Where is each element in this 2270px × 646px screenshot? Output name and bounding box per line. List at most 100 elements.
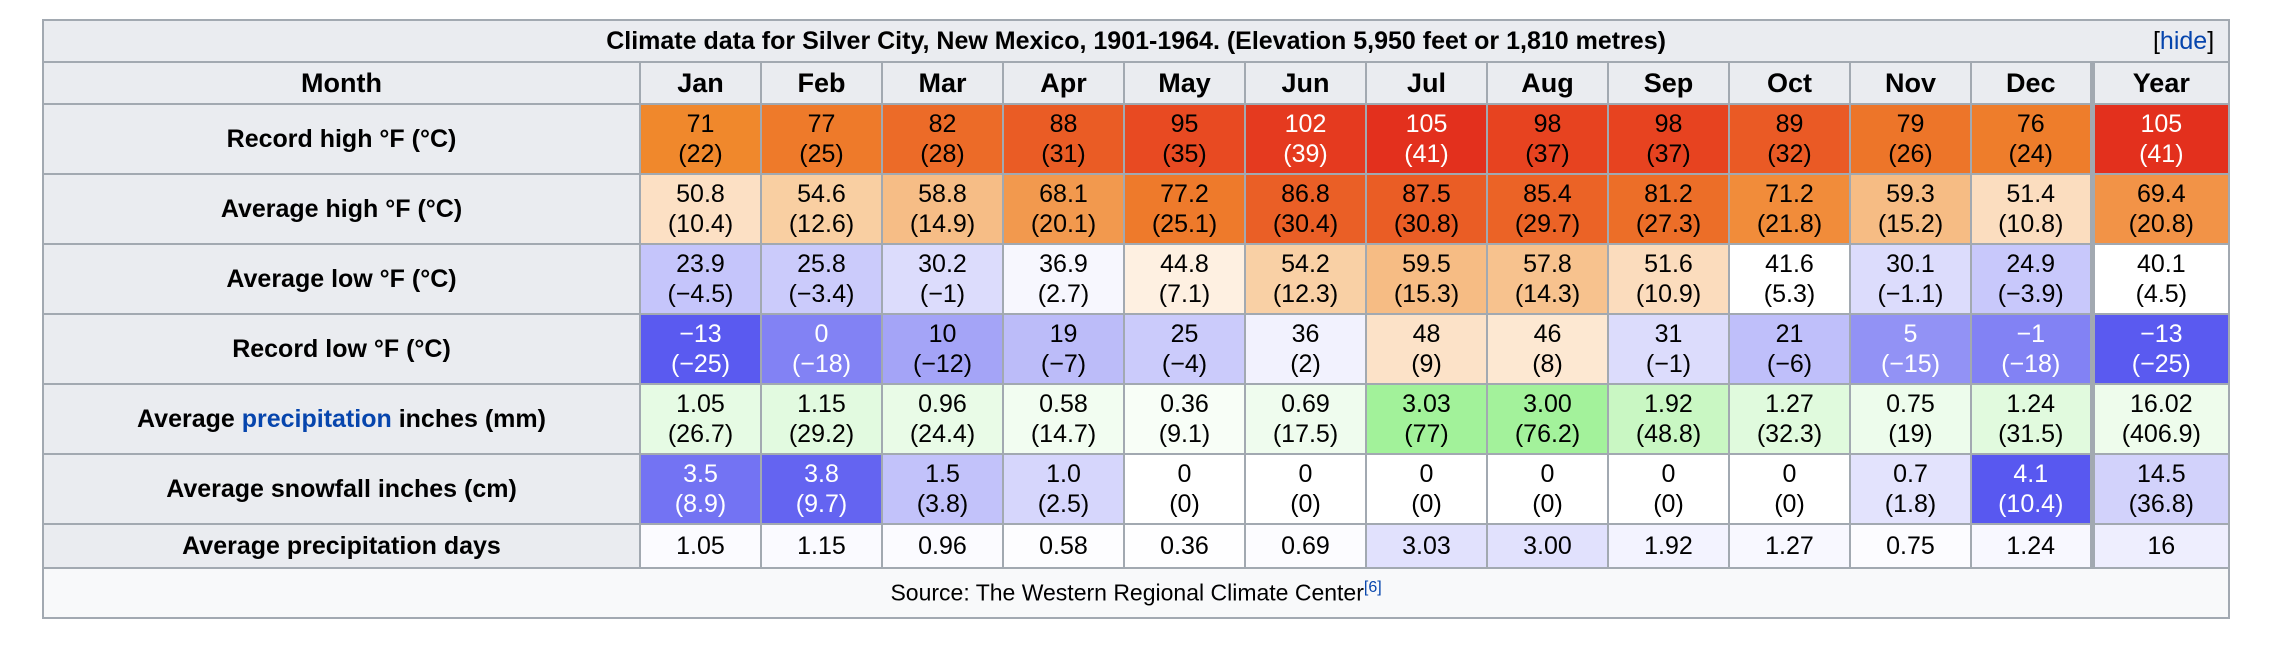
value-metric: (10.4) xyxy=(667,210,734,238)
value-metric: (20.8) xyxy=(2128,210,2194,238)
value-fahrenheit: 0.36 xyxy=(1160,390,1209,418)
table-row: Record high °F (°C) 71 (22) 77 (25) 82 (28) 88(… xyxy=(42,103,2231,175)
value-metric: (14.9) xyxy=(909,210,976,238)
value-metric: (0) xyxy=(1411,490,1442,518)
value-fahrenheit: 89 xyxy=(1775,110,1804,138)
data-cell: 0.7 (1.8) xyxy=(1849,453,1972,525)
value-fahrenheit: 0 xyxy=(1298,460,1313,488)
reference-link[interactable]: [6] xyxy=(1363,579,1382,597)
value-fahrenheit: 0.69 xyxy=(1281,390,1330,418)
value-fahrenheit: 77 xyxy=(807,110,836,138)
data-cell: 0 (0) xyxy=(1365,453,1488,525)
value-fahrenheit: −13 xyxy=(2140,320,2183,348)
hide-link[interactable]: hide xyxy=(2159,27,2208,55)
data-cell: 0.96 xyxy=(881,523,1004,569)
value-fahrenheit: 95 xyxy=(1170,110,1199,138)
data-cell: −13 (−25) xyxy=(639,313,762,385)
value-fahrenheit: 68.1 xyxy=(1039,180,1088,208)
data-cell: 88 (31) xyxy=(1002,103,1125,175)
value-metric: (19) xyxy=(1888,420,1933,448)
table-row: Average precipitation days 1.05 1.15 0.96 0.… xyxy=(42,523,2231,569)
source-text: Source: The Western Regional Climate Cen… xyxy=(890,579,1364,606)
row-header: Record high °F (°C) xyxy=(42,103,641,175)
data-cell: 86.8 (30.4) xyxy=(1244,173,1367,245)
row-header: Average precipitation days xyxy=(42,523,641,569)
data-cell: 16 xyxy=(2089,523,2231,569)
data-cell: 1.92 (48.8) xyxy=(1607,383,1730,455)
value-fahrenheit: 0.7 xyxy=(1893,460,1928,488)
data-cell: 59.3 (15.2) xyxy=(1849,173,1972,245)
data-cell: 0 (0) xyxy=(1607,453,1730,525)
data-cell: 1.05 (26.7) xyxy=(639,383,762,455)
value-metric: (22) xyxy=(678,140,723,168)
data-cell: 102 (39) xyxy=(1244,103,1367,175)
data-cell: 41.6 (5.3) xyxy=(1728,243,1851,315)
value-metric: (41) xyxy=(1404,140,1449,168)
data-cell: 76 (24) xyxy=(1970,103,2093,175)
data-cell: 3.8 (9.7) xyxy=(760,453,883,525)
value-metric: (−15) xyxy=(1880,350,1941,378)
value-metric: (0) xyxy=(1774,490,1805,518)
value-metric: (−25) xyxy=(2131,350,2191,378)
value-fahrenheit: 86.8 xyxy=(1281,180,1330,208)
data-cell: 46 (8) xyxy=(1486,313,1609,385)
value-metric: (30.8) xyxy=(1393,210,1460,238)
value-metric: (9.1) xyxy=(1158,420,1211,448)
value-fahrenheit: 1.0 xyxy=(1046,460,1081,488)
value-fahrenheit: 41.6 xyxy=(1765,250,1814,278)
value-metric: (−18) xyxy=(2001,350,2061,378)
value-metric: (25) xyxy=(799,140,844,168)
value-fahrenheit: 16.02 xyxy=(2130,390,2193,418)
precipitation-link[interactable]: precipitation xyxy=(241,404,392,433)
data-cell: 0.36 xyxy=(1123,523,1246,569)
value-metric: (26.7) xyxy=(667,420,734,448)
value-metric: (0) xyxy=(1653,490,1684,518)
data-cell: 5 (−15) xyxy=(1849,313,1972,385)
value-metric: (8.9) xyxy=(674,490,727,518)
col-header-5: May xyxy=(1123,61,1246,105)
data-cell: 1.24 (31.5) xyxy=(1970,383,2093,455)
hide-toggle[interactable]: [hide] xyxy=(2153,27,2214,56)
value-metric: (4.5) xyxy=(2135,280,2188,308)
data-cell: 98 (37) xyxy=(1607,103,1730,175)
data-cell: 69.4 (20.8) xyxy=(2089,173,2231,245)
data-cell: 87.5 (30.8) xyxy=(1365,173,1488,245)
data-cell: 3.5 (8.9) xyxy=(639,453,762,525)
value-fahrenheit: 85.4 xyxy=(1523,180,1572,208)
value-fahrenheit: 0.75 xyxy=(1886,390,1935,418)
value-fahrenheit: −13 xyxy=(679,320,722,348)
header-row: Month Jan Feb Mar Apr May Jun Jul Aug Sep Oct Nov De… xyxy=(42,61,2231,105)
climate-table: Climate data for Silver City, New Mexico… xyxy=(41,19,2231,619)
data-cell: 0.58 xyxy=(1002,523,1125,569)
value-fahrenheit: 10 xyxy=(928,320,957,348)
data-cell: 3.03 xyxy=(1365,523,1488,569)
data-cell: 14.5 (36.8) xyxy=(2089,453,2231,525)
value-metric: (24) xyxy=(2008,140,2053,168)
value-fahrenheit: 25 xyxy=(1170,320,1199,348)
value-metric: (5.3) xyxy=(1763,280,1816,308)
value-fahrenheit: 0 xyxy=(1177,460,1192,488)
value-metric: (25.1) xyxy=(1151,210,1218,238)
value-fahrenheit: 30.2 xyxy=(918,250,967,278)
data-cell: 0.36 (9.1) xyxy=(1123,383,1246,455)
value-fahrenheit: 1.24 xyxy=(2006,390,2056,418)
data-cell: 40.1 (4.5) xyxy=(2089,243,2231,315)
value-fahrenheit: 77.2 xyxy=(1160,180,1209,208)
value-metric: (12.3) xyxy=(1272,280,1339,308)
data-cell: −13 (−25) xyxy=(2089,313,2231,385)
data-cell: 82 (28) xyxy=(881,103,1004,175)
value-metric: (48.8) xyxy=(1635,420,1702,448)
row-header: Average low °F (°C) xyxy=(42,243,641,315)
data-cell: 1.0 (2.5) xyxy=(1002,453,1125,525)
value-fahrenheit: 69.4 xyxy=(2136,180,2186,208)
value-fahrenheit: 3.03 xyxy=(1402,390,1451,418)
data-cell: 0 (0) xyxy=(1728,453,1851,525)
data-cell: 1.92 xyxy=(1607,523,1730,569)
col-header-3: Mar xyxy=(881,61,1004,105)
value-fahrenheit: 1.05 xyxy=(676,390,725,418)
value-fahrenheit: 57.8 xyxy=(1523,250,1572,278)
data-cell: 1.27 (32.3) xyxy=(1728,383,1851,455)
value-fahrenheit: 79 xyxy=(1896,110,1925,138)
data-cell: 36.9 (2.7) xyxy=(1002,243,1125,315)
data-cell: 10 (−12) xyxy=(881,313,1004,385)
